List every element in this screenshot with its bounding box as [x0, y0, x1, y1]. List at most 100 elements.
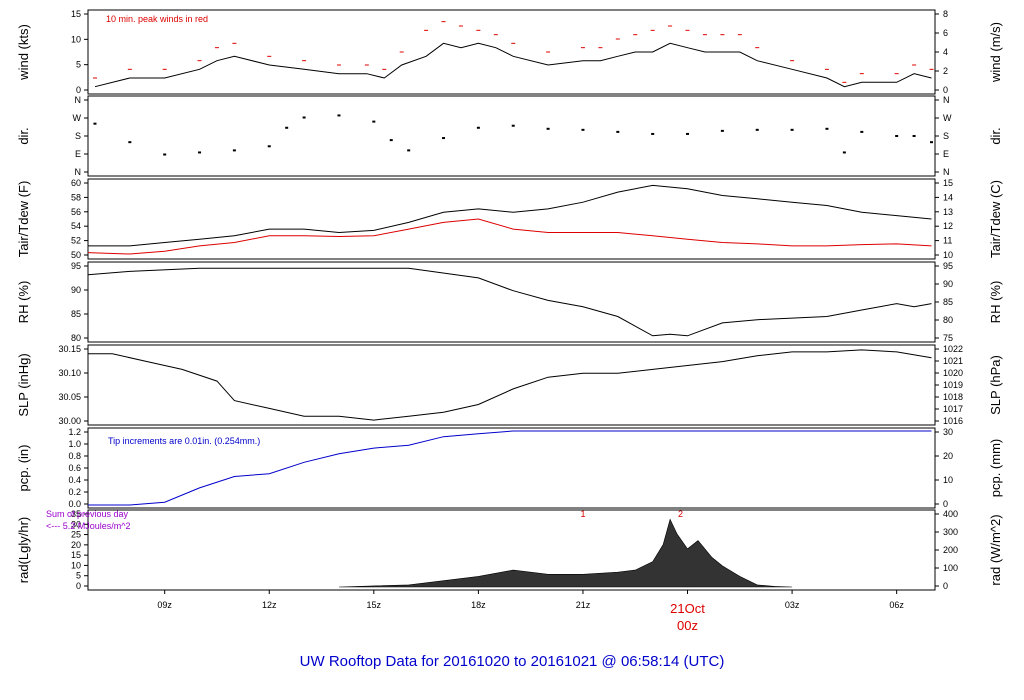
wind-ytick-right: 6: [943, 28, 948, 38]
pcp-ylabel-left: pcp. (in): [16, 445, 31, 492]
rh-ytick-left: 90: [71, 285, 81, 295]
wind-ytick-left: 15: [71, 9, 81, 19]
rad-ytick-left: 0: [76, 581, 81, 591]
temp-ytick-right: 11: [943, 236, 952, 246]
dir-point: [895, 135, 899, 137]
xtick-label: 03z: [785, 600, 800, 610]
temp-ytick-right: 12: [943, 221, 953, 231]
dir-point: [546, 127, 550, 130]
wind-ytick-right: 4: [943, 47, 948, 57]
xtick-label: 06z: [889, 600, 904, 610]
dir-point: [372, 120, 376, 123]
wind-ylabel-right: wind (m/s): [988, 22, 1003, 83]
dir-point: [163, 153, 167, 156]
pcp-ytick-left: 1.0: [68, 439, 81, 449]
pcp-ytick-left: 0.6: [68, 463, 81, 473]
rh-ylabel-left: RH (%): [16, 281, 31, 324]
rad-marker-1: 1: [580, 509, 585, 519]
dir-point: [442, 137, 446, 140]
slp-ylabel-left: SLP (inHg): [16, 353, 31, 416]
pcp-series-line: [88, 430, 932, 506]
rh-ytick-right: 80: [943, 315, 953, 325]
dir-panel-frame: [87, 95, 936, 177]
wind-annotation: 10 min. peak winds in red: [106, 14, 208, 24]
dir-ytick-right: E: [943, 149, 949, 159]
rh-ytick-left: 80: [71, 333, 81, 343]
dir-point: [511, 124, 515, 127]
rad-annotation-value: <--- 5.2 MJoules/m^2: [46, 521, 131, 531]
xtick-label: 12z: [262, 600, 277, 610]
pcp-ytick-right: 20: [943, 451, 953, 461]
slp-ytick-right: 1021: [943, 356, 963, 366]
dir-ytick-right: N: [943, 95, 950, 105]
dir-ytick-left: W: [73, 113, 82, 123]
pcp-ytick-right: 30: [943, 427, 953, 437]
dir-ylabel-left: dir.: [16, 127, 31, 144]
temp-ytick-left: 52: [71, 236, 81, 246]
slp-ytick-right: 1016: [943, 416, 963, 426]
wind-panel-frame: [87, 9, 936, 95]
date-label: 21Oct: [670, 601, 705, 616]
dir-point: [389, 139, 393, 142]
dir-ylabel-right: dir.: [988, 127, 1003, 144]
dir-point: [267, 145, 271, 148]
chart-title: UW Rooftop Data for 20161020 to 20161021…: [300, 653, 725, 670]
slp-ytick-right: 1019: [943, 380, 963, 390]
rad-ytick-left: 15: [71, 550, 81, 560]
slp-ytick-right: 1018: [943, 392, 963, 402]
pcp-ytick-left: 0.8: [68, 451, 81, 461]
rh-ytick-left: 95: [71, 261, 81, 271]
dir-point: [302, 116, 306, 119]
temp-ytick-left: 58: [71, 192, 81, 202]
dir-point: [93, 122, 97, 125]
rad-ylabel-right: rad (W/m^2): [988, 514, 1003, 585]
rad-ytick-left: 10: [71, 560, 81, 570]
dir-point: [842, 151, 846, 154]
rad-ytick-right: 400: [943, 509, 958, 519]
dir-point: [476, 126, 480, 129]
rad-ytick-left: 20: [71, 540, 81, 550]
dir-ytick-right: S: [943, 131, 949, 141]
wind-ytick-right: 0: [943, 85, 948, 95]
temp-ytick-left: 56: [71, 207, 81, 217]
temp-ytick-left: 60: [71, 178, 81, 188]
xtick-label: 09z: [157, 600, 172, 610]
dir-point: [407, 149, 411, 152]
pcp-annotation: Tip increments are 0.01in. (0.254mm.): [108, 436, 260, 446]
rad-ytick-left: 30: [71, 519, 81, 529]
x-axis: 09z 12z 15z 18z 21z 03z 06z 21Oct 00z: [157, 590, 904, 633]
rh-ytick-left: 85: [71, 309, 81, 319]
dir-point: [581, 128, 585, 131]
xtick-label: 15z: [367, 600, 382, 610]
rad-ytick-right: 200: [943, 545, 958, 555]
rad-ytick-left: 35: [71, 509, 81, 519]
slp-ytick-left: 30.05: [58, 392, 81, 402]
temp-ytick-left: 50: [71, 250, 81, 260]
dir-point: [337, 114, 341, 117]
wind-series-line: [94, 42, 932, 88]
pcp-ytick-left: 0.4: [68, 475, 81, 485]
pcp-ytick-left: 0.0: [68, 499, 81, 509]
dir-point: [198, 151, 202, 154]
rad-annotation-sum: Sum of previous day: [46, 509, 129, 519]
dir-point: [616, 130, 620, 133]
slp-ytick-right: 1017: [943, 404, 963, 414]
temp-ytick-right: 13: [943, 207, 953, 217]
rad-ytick-left: 25: [71, 530, 81, 540]
wind-ytick-left: 10: [71, 34, 81, 44]
rad-ytick-right: 0: [943, 581, 948, 591]
dir-ytick-left: N: [75, 167, 82, 177]
rad-ylabel-left: rad(Lgly/hr): [16, 517, 31, 583]
slp-ylabel-right: SLP (hPa): [988, 355, 1003, 415]
tdew-series-line: [87, 218, 932, 255]
rh-ylabel-right: RH (%): [988, 281, 1003, 324]
wind-ytick-left: 5: [76, 60, 81, 70]
temp-ylabel-left: Tair/Tdew (F): [16, 181, 31, 258]
rad-ytick-right: 300: [943, 527, 958, 537]
rad-ytick-right: 100: [943, 563, 958, 573]
dir-point: [930, 141, 934, 144]
xtick-label: 18z: [471, 600, 486, 610]
pcp-ytick-right: 0: [943, 499, 948, 509]
slp-ytick-left: 30.15: [58, 344, 81, 354]
